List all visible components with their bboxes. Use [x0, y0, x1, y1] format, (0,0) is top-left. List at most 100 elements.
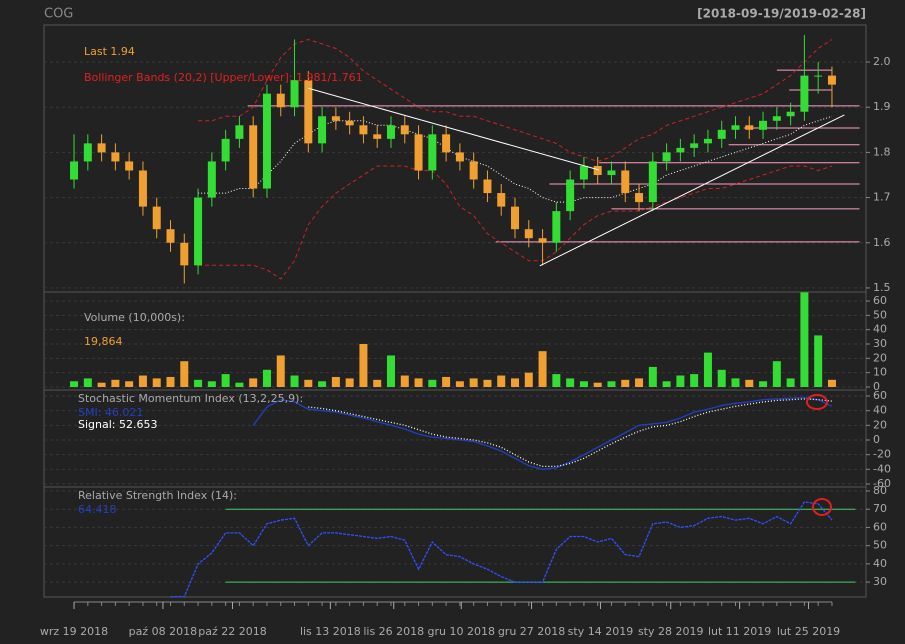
y-tick-label: 40	[873, 404, 887, 417]
line	[308, 398, 833, 468]
volume-bar	[221, 374, 230, 387]
symbol: COG	[44, 7, 73, 22]
volume-bar	[400, 375, 409, 387]
volume-bar	[345, 378, 354, 387]
candle-body	[359, 125, 368, 135]
candle-body	[483, 179, 492, 194]
volume-bar	[152, 378, 161, 387]
candle-body	[455, 152, 464, 162]
candle-body	[166, 229, 175, 243]
candle-body	[524, 229, 533, 239]
volume-bar	[648, 366, 657, 387]
y-tick-label: 50	[873, 539, 887, 552]
y-tick-label: 40	[873, 323, 887, 336]
candle-body	[469, 161, 478, 180]
candle-body	[221, 138, 230, 162]
volume-bar	[276, 355, 285, 387]
volume-bar	[249, 378, 258, 387]
candle-body	[676, 147, 685, 153]
candle-body	[83, 143, 92, 162]
volume-bar	[331, 376, 340, 387]
candle-body	[552, 211, 561, 243]
date-range: [2018-09-19/2019-02-28]	[697, 7, 866, 21]
volume-bar	[690, 374, 699, 387]
volume-bar	[262, 369, 271, 387]
volume-bar	[428, 379, 437, 387]
y-tick-label: 50	[873, 308, 887, 321]
candle-body	[373, 134, 382, 139]
highlight-circle	[806, 394, 828, 410]
y-tick-label: -60	[873, 477, 891, 490]
volume-bar	[483, 379, 492, 387]
volume-bar	[814, 335, 823, 387]
y-tick-label: 30	[873, 337, 887, 350]
x-tick-label: gru 10 2018	[428, 625, 495, 638]
volume-bar	[373, 379, 382, 387]
candle-body	[386, 125, 395, 139]
y-tick-label: 60	[873, 520, 887, 533]
volume-bar	[166, 376, 175, 387]
candle-body	[428, 134, 437, 171]
candle-body	[621, 170, 630, 194]
candle-body	[331, 116, 340, 121]
volume-bar	[786, 378, 795, 387]
volume-bar	[827, 379, 836, 387]
x-tick-label: wrz 19 2018	[40, 625, 108, 638]
candle-body	[304, 80, 313, 144]
indicator-value: Signal: 52.653	[78, 418, 157, 431]
y-tick-label: 2.0	[873, 55, 891, 68]
volume-bar	[745, 379, 754, 387]
volume-bar	[676, 375, 685, 387]
x-tick-label: lut 11 2019	[708, 625, 771, 638]
indicator-value: 64.418	[78, 503, 117, 516]
volume-bar	[70, 381, 79, 387]
candle-body	[511, 206, 520, 230]
volume-bar	[83, 378, 92, 387]
candle-body	[97, 143, 106, 153]
volume-last: 19,864	[84, 335, 123, 348]
candle-body	[400, 125, 409, 135]
indicator-label: Stochastic Momentum Index (13,2,25,9):	[78, 392, 303, 405]
candle-body	[414, 134, 423, 171]
volume-bar	[621, 379, 630, 387]
candle-body	[125, 161, 134, 171]
candle-body	[276, 93, 285, 108]
volume-bar	[524, 372, 533, 387]
x-tick-label: sty 14 2019	[568, 625, 634, 638]
candle-body	[579, 165, 588, 180]
volume-bar	[194, 379, 203, 387]
volume-bar	[97, 382, 106, 387]
y-tick-label: 10	[873, 366, 887, 379]
candle-body	[745, 125, 754, 130]
y-tick-label: 40	[873, 557, 887, 570]
x-tick-label: paź 08 2018	[129, 625, 197, 638]
candle-body	[827, 75, 836, 85]
volume-bar	[566, 378, 575, 387]
volume-bar	[304, 379, 313, 387]
candle-body	[290, 80, 299, 108]
volume-bar	[717, 369, 726, 387]
volume-bar	[703, 352, 712, 387]
volume-bar	[318, 381, 327, 387]
volume-bar	[759, 381, 768, 387]
y-tick-label: 60	[873, 389, 887, 402]
x-tick-label: gru 27 2018	[498, 625, 565, 638]
y-tick-label: 20	[873, 418, 887, 431]
panel	[43, 486, 867, 598]
candle-body	[235, 125, 244, 139]
volume-bar	[552, 374, 561, 387]
trend-line	[308, 87, 600, 171]
candle-body	[207, 161, 216, 198]
volume-bar	[414, 378, 423, 387]
candle-body	[70, 161, 79, 180]
volume-bar	[138, 375, 147, 387]
candle-body	[318, 116, 327, 144]
volume-bar	[442, 376, 451, 387]
line	[252, 396, 833, 470]
panel	[43, 24, 867, 293]
y-tick-label: 20	[873, 351, 887, 364]
y-tick-label: 0	[873, 433, 880, 446]
x-tick-label: lis 13 2018	[300, 625, 361, 638]
candle-body	[180, 242, 189, 266]
